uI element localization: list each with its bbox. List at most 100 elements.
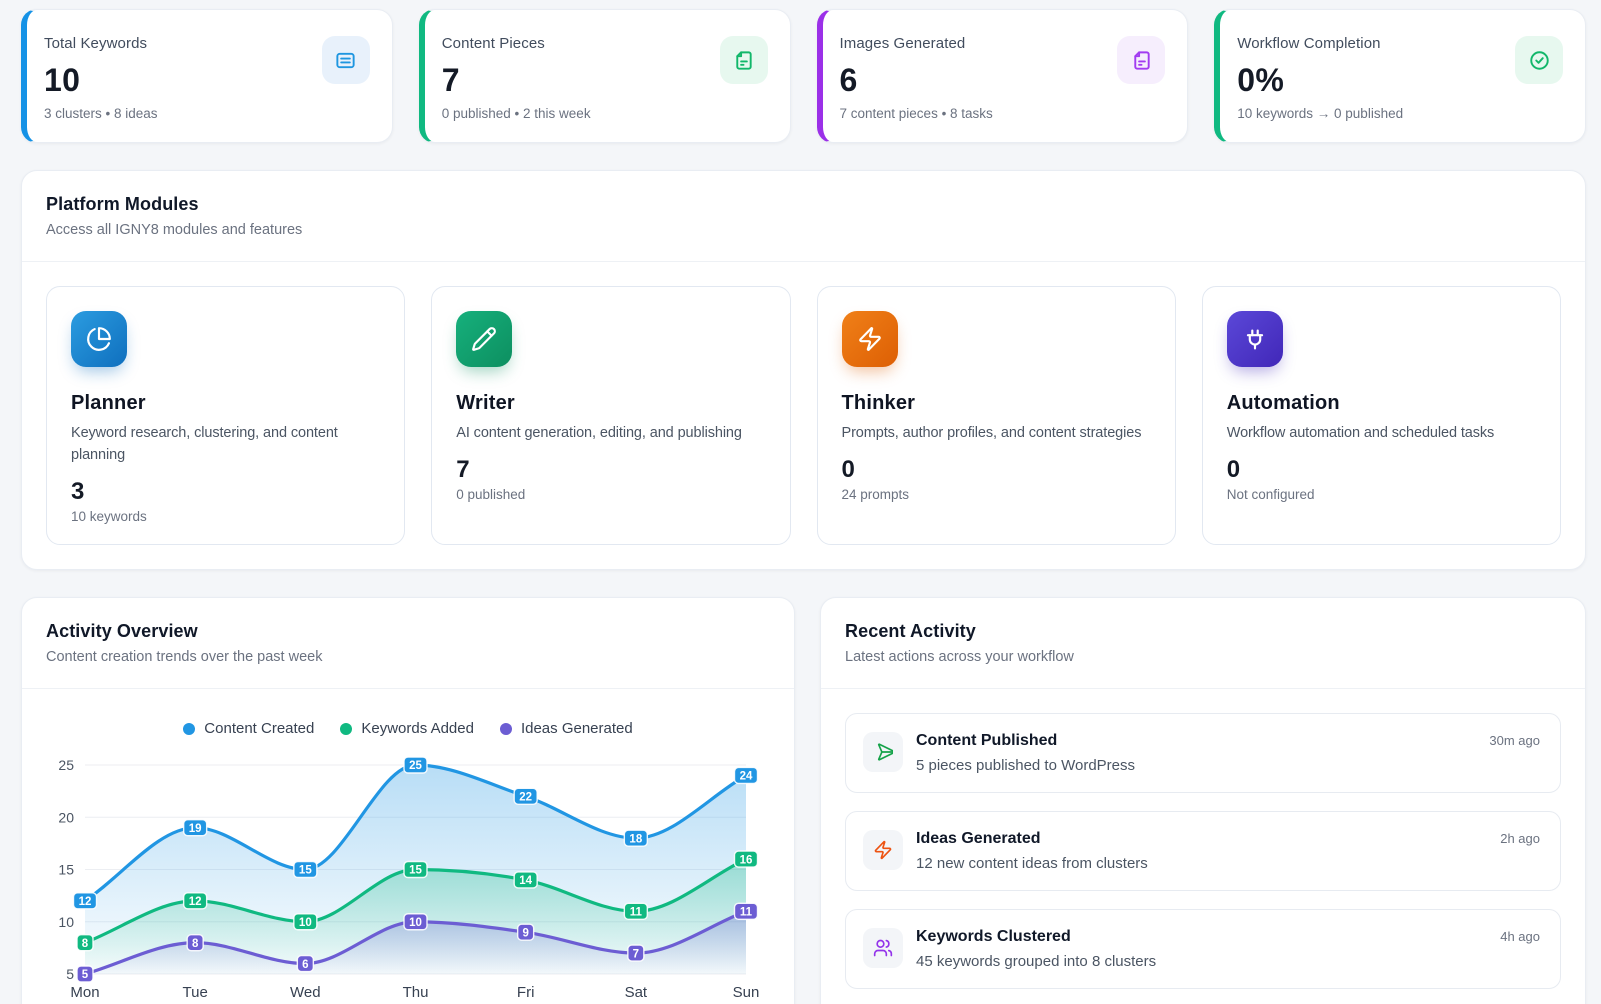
svg-text:9: 9 xyxy=(522,927,528,939)
activity-title: Ideas Generated xyxy=(916,830,1041,847)
legend-dot-green xyxy=(340,722,353,735)
activity-chart: 25 20 15 10 5 12 19 15 25 22 18 24 8 12 10 15 14 11 16 5 8 6 1… xyxy=(58,756,760,1001)
svg-text:Sun: Sun xyxy=(733,984,760,1001)
module-card-planner[interactable]: Planner Keyword research, clustering, an… xyxy=(46,286,406,545)
panel-subtitle: Access all IGNY8 modules and features xyxy=(46,222,303,238)
chart-area: Content Created Keywords Added Ideas Gen… xyxy=(22,689,794,1004)
activity-time: 2h ago xyxy=(1500,831,1540,846)
activity-top: Content Published 30m ago xyxy=(916,732,1540,750)
note-icon xyxy=(321,36,370,84)
activity-title: Content Published xyxy=(916,732,1058,749)
zap-icon xyxy=(841,311,898,367)
svg-text:7: 7 xyxy=(633,948,639,960)
module-description: Keyword research, clustering, and conten… xyxy=(71,425,338,463)
svg-text:8: 8 xyxy=(192,938,199,950)
panel-subtitle: Content creation trends over the past we… xyxy=(46,649,323,665)
svg-text:11: 11 xyxy=(740,907,753,919)
panel-title: Recent Activity xyxy=(845,621,976,641)
svg-text:Mon: Mon xyxy=(70,984,99,1001)
activity-item-ideas-generated[interactable]: Ideas Generated 2h ago 12 new content id… xyxy=(845,811,1561,891)
stat-label: Images Generated xyxy=(839,35,966,52)
divider xyxy=(821,688,1585,689)
panel-subtitle: Latest actions across your workflow xyxy=(845,649,1074,665)
svg-text:Wed: Wed xyxy=(290,984,321,1001)
svg-text:25: 25 xyxy=(409,760,422,772)
activity-item-content-published[interactable]: Content Published 30m ago 5 pieces publi… xyxy=(845,713,1561,793)
platform-modules-panel: Platform Modules Access all IGNY8 module… xyxy=(21,170,1586,570)
stat-value: 6 xyxy=(839,62,858,98)
module-name: Writer xyxy=(456,392,515,414)
activity-item-keywords-clustered[interactable]: Keywords Clustered 4h ago 45 keywords gr… xyxy=(845,909,1561,989)
plug-icon xyxy=(1226,311,1283,367)
svg-text:Thu: Thu xyxy=(403,984,429,1001)
activity-body: Ideas Generated 2h ago 12 new content id… xyxy=(916,830,1540,872)
legend-item-ideas-generated: Ideas Generated xyxy=(499,720,633,737)
stat-card-images-generated: Images Generated 6 7 content pieces • 8 … xyxy=(816,9,1189,143)
activity-description: 12 new content ideas from clusters xyxy=(916,855,1148,872)
recent-activity-panel: Recent Activity Latest actions across yo… xyxy=(820,597,1586,1004)
stat-value: 10 xyxy=(44,62,81,98)
stat-card-workflow-completion: Workflow Completion 0% 10 keywords → 0 p… xyxy=(1214,9,1586,143)
activity-description: 45 keywords grouped into 8 clusters xyxy=(916,953,1157,970)
zap-icon xyxy=(863,830,903,870)
circle-check-icon xyxy=(1515,36,1563,84)
svg-text:10: 10 xyxy=(299,917,312,929)
module-stat-value: 3 xyxy=(71,478,85,505)
stat-value: 7 xyxy=(441,62,460,98)
svg-text:15: 15 xyxy=(58,862,74,878)
users-icon xyxy=(863,928,903,968)
activity-top: Ideas Generated 2h ago xyxy=(916,830,1540,848)
svg-text:22: 22 xyxy=(519,792,532,804)
activity-top: Keywords Clustered 4h ago xyxy=(916,928,1540,946)
module-card-thinker[interactable]: Thinker Prompts, author profiles, and co… xyxy=(816,286,1176,545)
legend-dot-blue xyxy=(183,722,196,735)
stat-subtext: 7 content pieces • 8 tasks xyxy=(839,106,993,121)
svg-text:25: 25 xyxy=(58,757,74,773)
module-name: Automation xyxy=(1226,392,1340,414)
module-card-automation[interactable]: Automation Workflow automation and sched… xyxy=(1201,286,1561,545)
stat-label: Total Keywords xyxy=(44,35,148,52)
activity-overview-header: Activity Overview Content creation trend… xyxy=(22,598,794,688)
svg-text:12: 12 xyxy=(79,896,92,908)
legend-item-keywords-added: Keywords Added xyxy=(340,720,474,737)
svg-text:Fri: Fri xyxy=(517,984,535,1001)
file-text-icon xyxy=(719,36,768,84)
module-description: AI content generation, editing, and publ… xyxy=(456,425,742,441)
svg-text:5: 5 xyxy=(82,969,89,981)
chart-legend: Content Created Keywords Added Ideas Gen… xyxy=(46,720,770,737)
svg-text:6: 6 xyxy=(302,959,308,971)
activity-body: Keywords Clustered 4h ago 45 keywords gr… xyxy=(916,928,1540,970)
svg-text:18: 18 xyxy=(629,833,642,845)
svg-text:Sat: Sat xyxy=(625,984,648,1001)
module-stat-label: 10 keywords xyxy=(71,509,147,524)
svg-text:8: 8 xyxy=(82,938,89,950)
svg-text:14: 14 xyxy=(519,875,532,887)
activity-time: 30m ago xyxy=(1489,733,1540,748)
svg-text:15: 15 xyxy=(299,865,312,877)
module-card-writer[interactable]: Writer AI content generation, editing, a… xyxy=(431,286,791,545)
legend-dot-purple xyxy=(499,722,512,735)
module-name: Planner xyxy=(71,392,146,414)
activity-overview-panel: Activity Overview Content creation trend… xyxy=(21,597,795,1004)
stat-card-content-pieces: Content Pieces 7 0 published • 2 this we… xyxy=(418,9,791,143)
svg-text:12: 12 xyxy=(189,896,202,908)
svg-text:5: 5 xyxy=(66,966,74,982)
stat-subtext: 3 clusters • 8 ideas xyxy=(44,106,158,121)
modules-grid: Planner Keyword research, clustering, an… xyxy=(22,262,1585,569)
svg-text:10: 10 xyxy=(409,917,422,929)
svg-text:15: 15 xyxy=(409,865,422,877)
stat-subtext: 10 keywords → 0 published xyxy=(1237,106,1404,121)
activity-list: Content Published 30m ago 5 pieces publi… xyxy=(821,689,1585,1004)
module-stat-value: 0 xyxy=(1226,456,1241,483)
stat-value: 0% xyxy=(1237,62,1285,98)
svg-text:19: 19 xyxy=(189,823,202,835)
bottom-row: Activity Overview Content creation trend… xyxy=(21,597,1586,1004)
activity-body: Content Published 30m ago 5 pieces publi… xyxy=(916,732,1540,774)
activity-time: 4h ago xyxy=(1500,929,1540,944)
svg-text:10: 10 xyxy=(58,914,74,930)
recent-activity-header: Recent Activity Latest actions across yo… xyxy=(821,598,1585,688)
svg-text:Tue: Tue xyxy=(183,984,208,1001)
svg-text:20: 20 xyxy=(58,809,74,825)
module-stat-label: 0 published xyxy=(456,487,526,502)
